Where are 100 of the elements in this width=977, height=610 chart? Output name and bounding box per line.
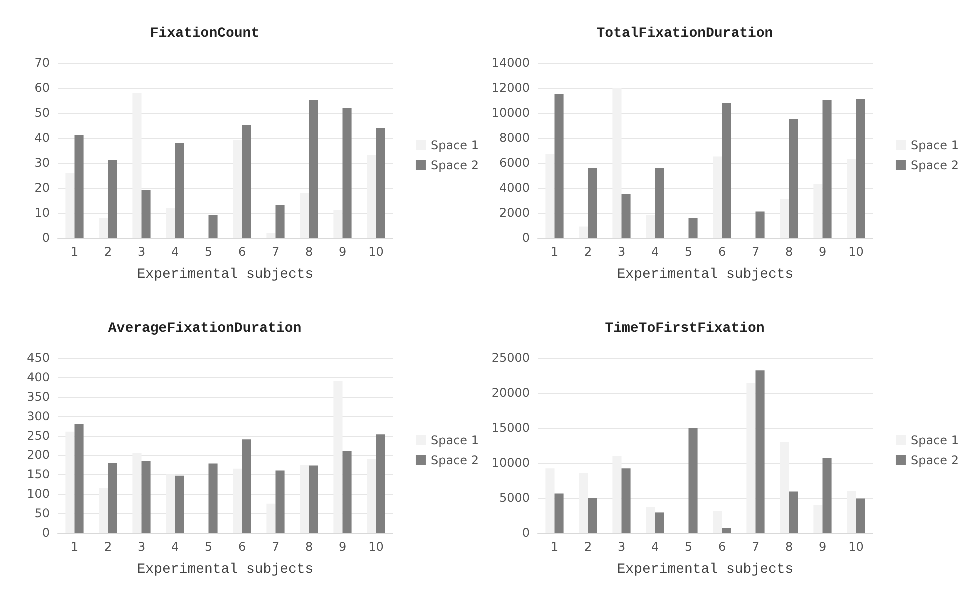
bar	[554, 94, 564, 238]
x-tick-label: 8	[785, 540, 794, 554]
bar	[242, 440, 252, 533]
y-tick-label: 6000	[499, 156, 530, 170]
x-tick-label: 3	[618, 540, 626, 554]
x-tick-label: 4	[171, 540, 180, 554]
y-tick-label: 0	[522, 231, 530, 245]
x-tick-label: 2	[584, 245, 592, 259]
y-tick-label: 300	[27, 409, 50, 424]
y-tick-label: 25000	[492, 351, 530, 365]
bar	[142, 190, 151, 238]
chart-title: AverageFixationDuration	[108, 321, 302, 337]
x-tick-label: 3	[138, 540, 146, 554]
bar	[622, 468, 631, 533]
x-tick-label: 3	[618, 245, 626, 259]
bar	[208, 464, 218, 533]
legend-label: Space 1	[430, 138, 480, 152]
bar	[822, 100, 832, 238]
x-tick-label: 8	[305, 245, 314, 259]
bar	[789, 119, 798, 238]
x-tick-label: 6	[718, 540, 726, 554]
legend-label: Space 2	[910, 158, 960, 172]
chart-title: TimeToFirstFixation	[605, 321, 765, 337]
y-tick-label: 100	[27, 487, 50, 502]
y-tick-label: 450	[27, 351, 50, 365]
bar	[822, 458, 832, 533]
x-tick-label: 1	[550, 245, 559, 259]
x-tick-label: 5	[684, 245, 693, 259]
x-tick-label: 10	[848, 245, 864, 259]
bar	[376, 434, 386, 533]
legend-label: Space 2	[430, 158, 480, 172]
y-tick-label: 2000	[499, 206, 530, 220]
x-tick-label: 5	[204, 245, 213, 259]
legend-label: Space 1	[910, 434, 960, 448]
bar	[142, 461, 151, 533]
bar	[814, 505, 823, 533]
y-tick-label: 0	[522, 526, 530, 540]
bar	[622, 194, 631, 238]
x-tick-label: 3	[138, 245, 146, 259]
x-tick-label: 8	[305, 540, 314, 554]
bar	[276, 470, 285, 533]
bar	[856, 498, 866, 533]
legend-label: Space 2	[910, 454, 960, 468]
legend-label: Space 1	[910, 138, 960, 152]
bar	[108, 463, 118, 533]
chart-title: TotalFixationDuration	[596, 26, 774, 42]
bar	[646, 507, 656, 533]
y-tick-label: 10	[34, 206, 50, 220]
bar	[242, 126, 252, 238]
y-tick-label: 250	[27, 428, 50, 443]
y-tick-label: 70	[34, 56, 50, 70]
y-tick-label: 40	[34, 131, 50, 145]
y-tick-label: 15000	[492, 421, 530, 435]
x-tick-label: 6	[238, 245, 246, 259]
y-tick-label: 20	[34, 181, 50, 195]
bar	[342, 451, 352, 533]
x-tick-label: 9	[818, 540, 827, 554]
y-tick-label: 150	[27, 468, 50, 482]
bar	[74, 424, 84, 533]
bar	[722, 528, 732, 533]
y-tick-label: 10000	[492, 456, 530, 470]
bar	[99, 218, 108, 238]
bar	[756, 370, 765, 533]
x-tick-label: 1	[70, 245, 79, 259]
x-tick-label: 4	[651, 245, 660, 259]
bar	[756, 212, 765, 238]
y-tick-label: 14000	[492, 56, 530, 70]
x-axis-title: Experimental subjects	[137, 267, 314, 283]
x-tick-label: 7	[272, 245, 280, 259]
x-tick-label: 7	[272, 540, 280, 554]
y-tick-label: 5000	[499, 491, 530, 505]
x-tick-label: 8	[785, 245, 794, 259]
bar	[713, 511, 722, 533]
bar	[655, 168, 664, 238]
bar	[688, 218, 698, 238]
x-tick-label: 4	[651, 540, 660, 554]
bar	[588, 168, 598, 238]
bar	[208, 216, 218, 238]
y-tick-label: 50	[34, 106, 50, 120]
x-tick-label: 2	[104, 540, 112, 554]
x-tick-label: 1	[70, 540, 79, 554]
bar	[579, 226, 588, 238]
bar	[175, 143, 184, 238]
bar	[722, 103, 732, 238]
bar	[309, 466, 318, 533]
x-tick-label: 9	[338, 245, 347, 259]
x-tick-label: 2	[584, 540, 592, 554]
y-tick-label: 350	[27, 390, 50, 404]
bar	[588, 498, 598, 533]
bar	[175, 476, 184, 533]
y-tick-label: 20000	[492, 386, 530, 400]
y-tick-label: 50	[34, 506, 50, 521]
bar	[342, 108, 352, 238]
y-tick-label: 8000	[499, 131, 530, 145]
y-tick-label: 30	[34, 156, 50, 170]
x-tick-label: 10	[368, 245, 384, 259]
x-tick-label: 6	[718, 245, 726, 259]
x-axis-title: Experimental subjects	[617, 562, 794, 578]
x-tick-label: 5	[684, 540, 693, 554]
legend-label: Space 2	[430, 454, 480, 468]
